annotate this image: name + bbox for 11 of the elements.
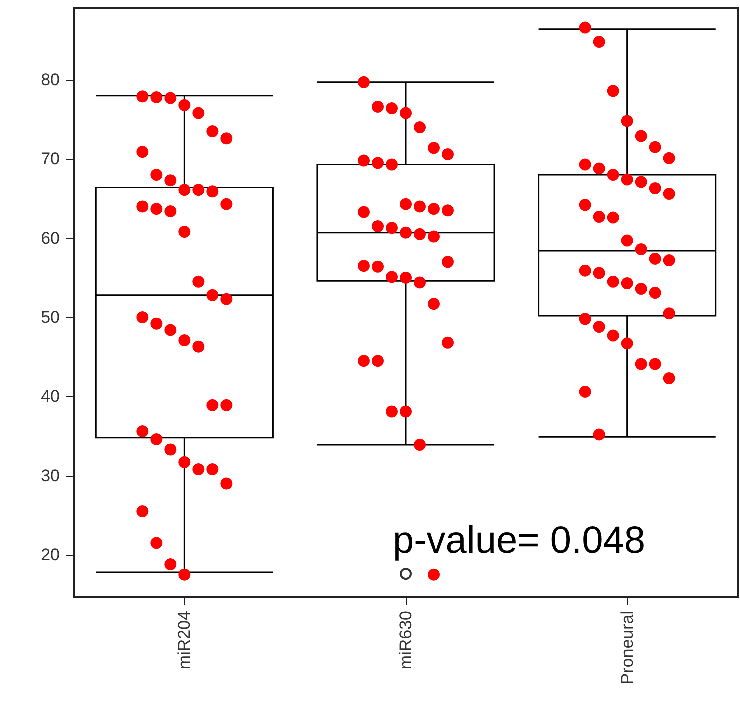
y-tick-label: 40 xyxy=(41,387,60,406)
y-tick-label: 60 xyxy=(41,228,60,248)
x-tick-label: Proneural xyxy=(618,611,637,685)
y-tick-label: 70 xyxy=(41,150,60,169)
annotation: p-value= 0.048 xyxy=(393,520,646,562)
x-tick-label: miR630 xyxy=(396,611,416,670)
x-tick-label: miR204 xyxy=(175,611,194,670)
y-tick-label: 30 xyxy=(41,466,60,486)
y-tick-label: 50 xyxy=(41,308,60,328)
y-tick-label: 80 xyxy=(41,70,60,90)
y-tick-label: 20 xyxy=(41,546,60,565)
